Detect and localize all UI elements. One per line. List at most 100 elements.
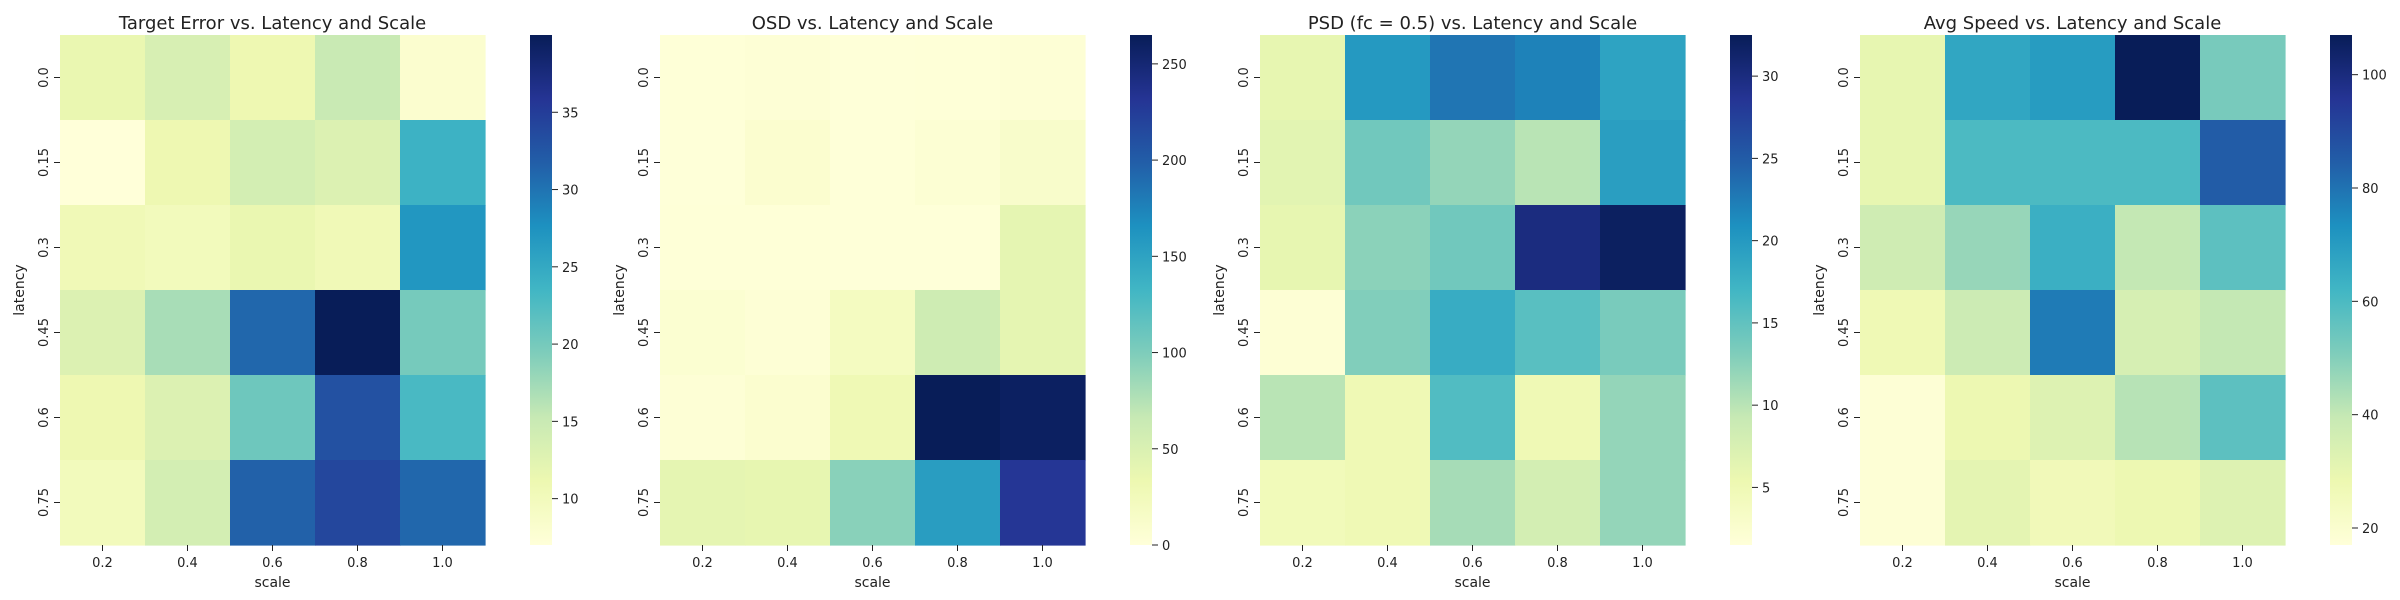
- heatmap-cell: [1000, 375, 1086, 461]
- heatmap-cell: [1860, 205, 1946, 291]
- colorbar-tick-label: 0: [1162, 539, 1170, 554]
- heatmap-cell: [2115, 120, 2201, 206]
- heatmap-cell: [400, 460, 486, 546]
- heatmap-cell: [1945, 35, 2031, 121]
- heatmap-cell: [1430, 35, 1516, 121]
- heatmap-cell: [915, 460, 1001, 546]
- heatmap-cell: [145, 120, 231, 206]
- heatmap-cell: [315, 375, 401, 461]
- x-tick-label: 1.0: [1032, 556, 1053, 571]
- heatmap-cell: [60, 375, 146, 461]
- heatmap-cell: [2030, 375, 2116, 461]
- heatmap-cell: [400, 375, 486, 461]
- heatmap-cell: [1000, 290, 1086, 376]
- heatmap-cell: [400, 290, 486, 376]
- x-axis-label: scale: [1454, 575, 1490, 591]
- x-tick-label: 0.4: [777, 556, 798, 571]
- heatmap-cell: [1600, 290, 1686, 376]
- heatmap-cell: [2030, 35, 2116, 121]
- heatmap-cell: [1260, 460, 1346, 546]
- heatmap-cell: [60, 120, 146, 206]
- x-tick-label: 0.8: [1547, 556, 1568, 571]
- heatmap-cell: [1345, 35, 1431, 121]
- heatmap-cell: [2030, 290, 2116, 376]
- heatmap-cell: [1430, 205, 1516, 291]
- x-tick-label: 0.8: [347, 556, 368, 571]
- heatmap-cell: [1945, 205, 2031, 291]
- colorbar-tick-label: 250: [1162, 58, 1187, 73]
- y-tick-label: 0.0: [1837, 67, 1852, 88]
- y-axis-label: latency: [1212, 264, 1228, 315]
- colorbar-tick-label: 20: [562, 338, 579, 353]
- y-tick-label: 0.6: [1837, 407, 1852, 428]
- x-axis-label: scale: [254, 575, 290, 591]
- y-tick-label: 0.3: [37, 237, 52, 258]
- x-tick-label: 0.8: [2147, 556, 2168, 571]
- colorbar-tick-label: 30: [1762, 70, 1779, 85]
- heatmap-cell: [2115, 290, 2201, 376]
- heatmap-cell: [1600, 35, 1686, 121]
- colorbar-tick-label: 30: [562, 184, 579, 199]
- heatmap-cell: [830, 205, 916, 291]
- heatmap-cell: [745, 35, 831, 121]
- x-tick-label: 0.2: [692, 556, 713, 571]
- heatmap-panel-4: Avg Speed vs. Latency and Scale 0.2 0.4 0.6…: [1812, 13, 2387, 591]
- heatmap-cell: [230, 35, 316, 121]
- colorbar: [530, 35, 552, 545]
- x-tick-label: 0.6: [262, 556, 283, 571]
- heatmap-cell: [2200, 35, 2286, 121]
- heatmap-cell: [830, 290, 916, 376]
- heatmap-cell: [2200, 120, 2286, 206]
- heatmap-cell: [745, 460, 831, 546]
- heatmap-cell: [1260, 205, 1346, 291]
- colorbar-tick-label: 10: [1762, 399, 1779, 414]
- heatmap-cell: [2200, 290, 2286, 376]
- heatmap-cell: [660, 35, 746, 121]
- heatmap-cell: [1515, 375, 1601, 461]
- colorbar-tick-label: 40: [2362, 409, 2379, 424]
- heatmap-cell: [745, 205, 831, 291]
- colorbar-tick-label: 5: [1762, 481, 1770, 496]
- heatmap-cell: [1515, 35, 1601, 121]
- heatmap-cell: [660, 205, 746, 291]
- heatmap-cell: [2115, 35, 2201, 121]
- colorbar-tick-label: 25: [562, 261, 579, 276]
- y-tick-label: 0.3: [1837, 237, 1852, 258]
- colorbar-tick-label: 100: [1162, 347, 1187, 362]
- heatmap-cell: [145, 290, 231, 376]
- heatmap-cell: [660, 120, 746, 206]
- heatmap-cell: [2030, 120, 2116, 206]
- heatmap-cell: [145, 35, 231, 121]
- heatmap-cell: [315, 205, 401, 291]
- y-tick-label: 0.6: [637, 407, 652, 428]
- y-tick-label: 0.75: [1837, 488, 1852, 517]
- heatmap-cell: [1860, 290, 1946, 376]
- x-tick-label: 1.0: [432, 556, 453, 571]
- chart-title: OSD vs. Latency and Scale: [752, 13, 994, 34]
- heatmap-cell: [1860, 120, 1946, 206]
- colorbar-tick-label: 80: [2362, 182, 2379, 197]
- heatmap-cell: [915, 205, 1001, 291]
- heatmap-cell: [1945, 375, 2031, 461]
- heatmap-cell: [230, 375, 316, 461]
- heatmap-cell: [1945, 290, 2031, 376]
- y-tick-label: 0.0: [637, 67, 652, 88]
- colorbar-tick-label: 100: [2362, 69, 2387, 84]
- heatmap-cell: [2200, 205, 2286, 291]
- heatmap-cell: [1860, 35, 1946, 121]
- colorbar-tick-label: 50: [1162, 443, 1179, 458]
- x-axis-label: scale: [854, 575, 890, 591]
- x-tick-label: 0.6: [1462, 556, 1483, 571]
- heatmap-cell: [2115, 460, 2201, 546]
- heatmap-cell: [1600, 120, 1686, 206]
- heatmap-cell: [830, 120, 916, 206]
- heatmap-cell: [830, 35, 916, 121]
- y-tick-label: 0.45: [1837, 318, 1852, 347]
- heatmap-cell: [745, 290, 831, 376]
- heatmap-cell: [315, 120, 401, 206]
- y-tick-label: 0.15: [1237, 148, 1252, 177]
- heatmap-cell: [1515, 460, 1601, 546]
- heatmap-cell: [1515, 120, 1601, 206]
- heatmap-cell: [745, 375, 831, 461]
- y-tick-label: 0.45: [37, 318, 52, 347]
